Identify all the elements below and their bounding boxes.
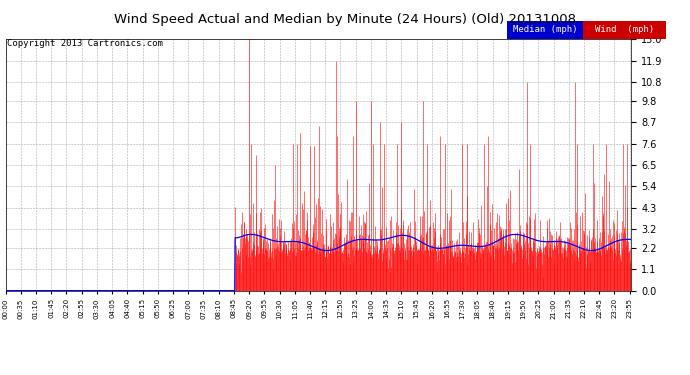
Text: Copyright 2013 Cartronics.com: Copyright 2013 Cartronics.com xyxy=(7,39,163,48)
Text: Wind  (mph): Wind (mph) xyxy=(595,25,654,34)
Text: Median (mph): Median (mph) xyxy=(513,25,578,34)
Bar xyxy=(507,21,583,39)
Bar xyxy=(583,21,666,39)
Text: Wind Speed Actual and Median by Minute (24 Hours) (Old) 20131008: Wind Speed Actual and Median by Minute (… xyxy=(114,13,576,26)
